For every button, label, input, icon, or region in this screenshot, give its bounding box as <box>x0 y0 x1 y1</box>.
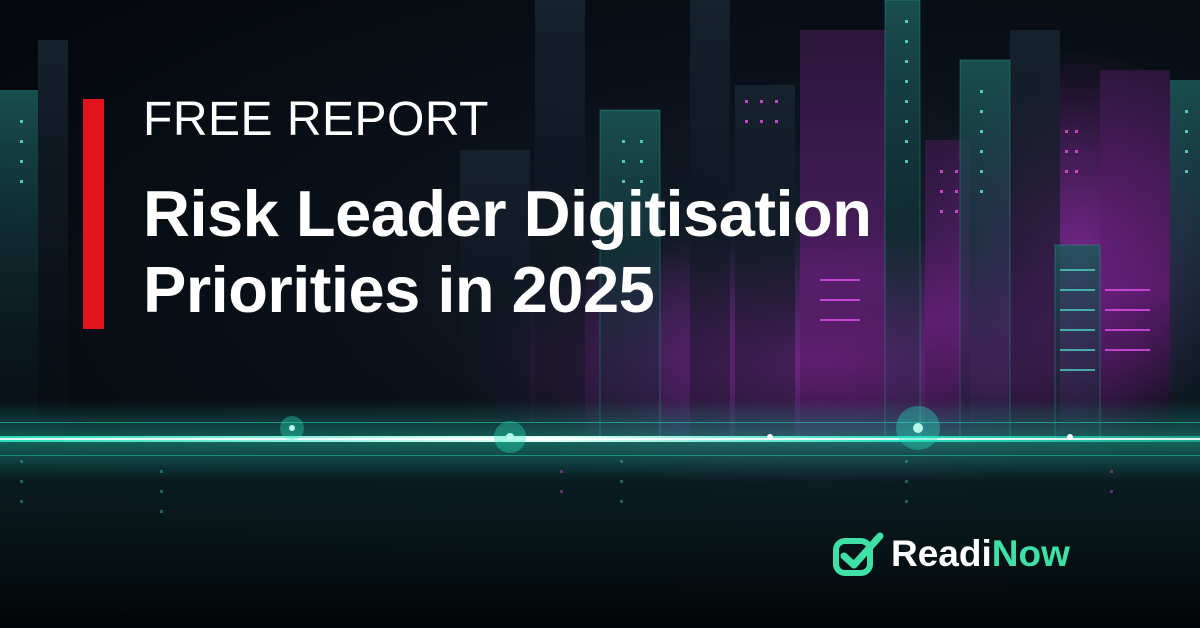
logo-text-readi: Readi <box>891 533 992 574</box>
logo-text-now: Now <box>991 533 1070 574</box>
report-headline: Risk Leader Digitisation Priorities in 2… <box>143 176 872 328</box>
red-accent-bar <box>83 99 104 329</box>
headline-line-2: Priorities in 2025 <box>143 253 655 326</box>
readinow-logo: ReadiNow <box>833 528 1070 580</box>
logo-wordmark: ReadiNow <box>891 528 1070 580</box>
eyebrow-label: FREE REPORT <box>143 93 489 146</box>
headline-line-1: Risk Leader Digitisation <box>143 177 872 250</box>
checkmark-icon <box>833 532 884 576</box>
